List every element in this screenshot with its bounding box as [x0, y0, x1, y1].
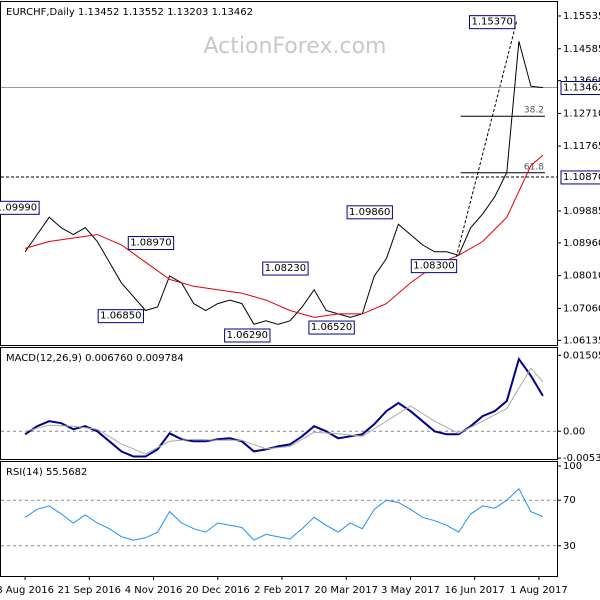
label-box	[0, 200, 40, 215]
value-label: 1.08970	[130, 238, 171, 249]
value-label: 1.08300	[413, 261, 454, 272]
value-label: 1.13462	[563, 83, 600, 94]
value-label: 1.06850	[100, 311, 141, 322]
label-box	[410, 259, 458, 274]
y-tick-label: 30	[563, 541, 576, 552]
label-box	[97, 309, 145, 324]
y-tick-label: 1.11765	[563, 141, 600, 152]
y-tick-label: 0.015052	[563, 350, 600, 361]
y-tick-label: 100	[563, 461, 582, 472]
x-tick-label: 16 Jun 2017	[445, 585, 505, 596]
series-line	[24, 41, 543, 325]
value-label: 1.10870	[563, 172, 600, 183]
rsi-panel	[0, 461, 558, 577]
x-tick-label: 20 Dec 2016	[186, 585, 250, 596]
y-tick-label: 1.09885	[563, 206, 600, 217]
label-box	[560, 170, 600, 185]
value-label: 1.08230	[265, 263, 306, 274]
trend-line	[454, 19, 518, 263]
y-tick-label: 1.12710	[563, 108, 600, 119]
series-line	[24, 356, 544, 458]
y-tick-label: 1.08010	[563, 271, 600, 282]
fib-label: 38.2	[524, 106, 544, 116]
x-tick-label: 4 Nov 2016	[125, 585, 183, 596]
label-box	[468, 15, 516, 30]
x-tick-label: 20 Mar 2017	[315, 585, 378, 596]
series-line	[24, 487, 544, 541]
x-tick-label: 3 May 2017	[381, 585, 440, 596]
price-panel	[0, 1, 558, 346]
label-box	[308, 320, 355, 335]
x-tick-label: 2 Feb 2017	[254, 585, 310, 596]
label-box	[127, 236, 175, 251]
panel-title: MACD(12,26,9) 0.006760 0.009784	[6, 353, 184, 364]
watermark: ActionForex.com	[204, 34, 387, 59]
y-tick-label: 1.15535	[563, 11, 600, 22]
value-label: 1.06290	[227, 330, 268, 341]
fib-label: 61.8	[524, 162, 544, 172]
value-label: 1.15370	[471, 17, 512, 28]
label-box	[346, 205, 393, 220]
macd-panel	[0, 347, 558, 460]
series-line	[24, 367, 544, 455]
y-tick-label: 1.06135	[563, 335, 600, 346]
series-line	[24, 154, 544, 318]
label-box	[262, 261, 309, 276]
label-box	[560, 81, 600, 96]
y-tick-label: 1.14585	[563, 44, 600, 55]
y-tick-label: -0.005321	[563, 453, 600, 464]
y-tick-label: 1.07060	[563, 303, 600, 314]
label-box	[224, 328, 271, 343]
value-label: 1.09990	[0, 202, 37, 213]
y-tick-label: 70	[563, 495, 576, 506]
y-tick-label: 0.00	[563, 426, 585, 437]
value-label: 1.09860	[349, 207, 390, 218]
x-tick-label: 21 Sep 2016	[58, 585, 121, 596]
x-tick-label: 8 Aug 2016	[0, 585, 54, 596]
y-tick-label: 1.08960	[563, 238, 600, 249]
panel-title: RSI(14) 55.5682	[6, 467, 87, 478]
panel-title: EURCHF,Daily 1.13452 1.13552 1.13203 1.1…	[6, 7, 253, 18]
x-tick-label: 1 Aug 2017	[510, 585, 568, 596]
value-label: 1.06520	[311, 322, 352, 333]
